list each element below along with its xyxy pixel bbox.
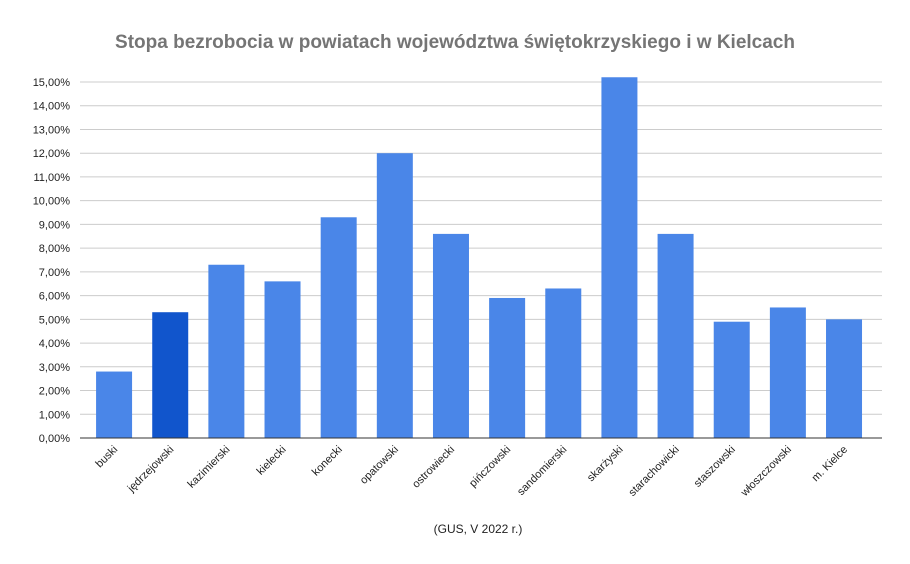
bar-1	[152, 312, 189, 438]
x-tick-label: kazimierski	[186, 444, 233, 491]
y-tick-label: 12,00%	[33, 148, 71, 160]
y-tick-label: 8,00%	[39, 243, 70, 255]
y-tick-label: 10,00%	[33, 196, 71, 208]
x-tick-label: włoszczowski	[738, 444, 794, 500]
y-tick-label: 13,00%	[33, 124, 71, 136]
bar-2	[208, 264, 245, 438]
y-tick-label: 5,00%	[39, 314, 70, 326]
x-tick-label: opatowski	[358, 444, 401, 487]
y-tick-label: 0,00%	[39, 433, 70, 445]
y-tick-label: 1,00%	[39, 409, 70, 421]
y-tick-label: 15,00%	[33, 77, 71, 89]
x-tick-label: sandomierski	[515, 444, 569, 498]
x-tick-label: kielecki	[255, 444, 289, 478]
bar-13	[826, 319, 863, 438]
bar-12	[769, 307, 806, 438]
x-tick-label: buski	[94, 444, 121, 471]
bar-10	[657, 233, 694, 438]
x-tick-label: ostrowiecki	[410, 444, 457, 491]
y-tick-label: 2,00%	[39, 386, 70, 398]
x-tick-label: skarżyski	[585, 444, 625, 484]
bar-6	[432, 233, 469, 438]
y-tick-label: 7,00%	[39, 267, 70, 279]
bar-11	[713, 321, 750, 438]
x-tick-label: jędrzejowski	[125, 444, 177, 496]
bar-3	[264, 281, 301, 438]
bar-7	[489, 297, 526, 438]
chart-title: Stopa bezrobocia w powiatach województwa…	[115, 32, 795, 53]
x-tick-label: staszowski	[692, 444, 738, 490]
y-tick-label: 3,00%	[39, 362, 70, 374]
y-tick-label: 11,00%	[34, 172, 71, 184]
x-axis-label: (GUS, V 2022 r.)	[434, 522, 523, 536]
x-tick-label: konecki	[310, 444, 345, 479]
y-tick-label: 9,00%	[39, 219, 70, 231]
x-tick-label: starachowicki	[627, 444, 682, 499]
y-tick-label: 14,00%	[33, 101, 71, 113]
x-tick-label: m. Kielce	[810, 444, 850, 484]
bar-8	[545, 288, 582, 438]
bar-9	[601, 77, 638, 439]
bar-5	[376, 153, 413, 438]
y-tick-label: 4,00%	[39, 338, 70, 350]
x-tick-label: pińczowski	[467, 444, 513, 490]
y-tick-label: 6,00%	[39, 291, 70, 303]
bar-4	[320, 217, 357, 438]
bar-0	[96, 371, 133, 438]
